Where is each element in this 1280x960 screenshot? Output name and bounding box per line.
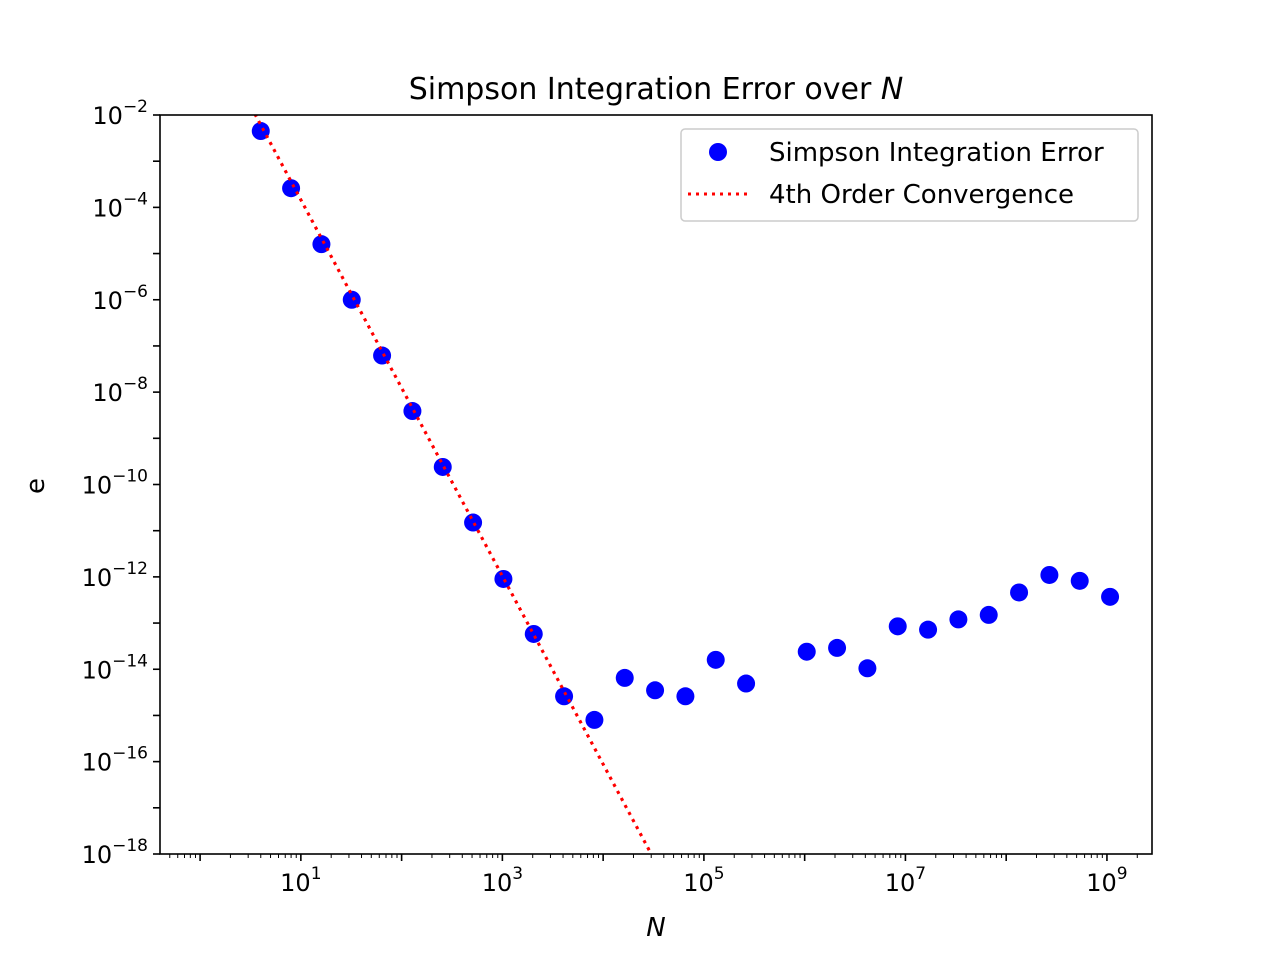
x-tick-label: 103	[482, 864, 523, 897]
y-tick-label: 10−16	[82, 744, 148, 777]
data-point	[1070, 571, 1089, 590]
data-point	[555, 687, 574, 706]
data-point	[858, 659, 877, 678]
data-point	[646, 681, 665, 700]
plot-area	[159, 114, 1153, 855]
data-point	[464, 513, 483, 532]
legend-label-simpson: Simpson Integration Error	[769, 138, 1104, 168]
y-tick-label: 10−4	[92, 189, 148, 222]
x-tick-label: 101	[280, 864, 321, 897]
data-point	[342, 290, 361, 309]
legend-label-convergence: 4th Order Convergence	[769, 180, 1074, 210]
data-point	[615, 668, 634, 687]
data-point	[706, 650, 725, 669]
y-tick-label: 10−10	[82, 467, 148, 500]
data-point	[524, 624, 543, 643]
data-point	[282, 179, 301, 198]
data-point	[494, 569, 513, 588]
data-point	[737, 674, 756, 693]
x-tick-label: 105	[683, 864, 724, 897]
data-point	[828, 638, 847, 657]
y-tick-label: 10−12	[82, 559, 148, 592]
data-point	[979, 605, 998, 624]
data-point	[1010, 583, 1029, 602]
data-point	[797, 642, 816, 661]
data-point	[1040, 565, 1059, 584]
data-point	[373, 346, 392, 365]
y-tick-label: 10−8	[92, 374, 148, 407]
y-tick-label: 10−2	[92, 97, 148, 130]
y-axis-label: e	[21, 478, 51, 494]
legend-box	[680, 128, 1139, 222]
data-point	[1101, 587, 1120, 606]
x-axis: 101 103 105 107 109	[169, 854, 1138, 897]
y-tick-label: 10−18	[82, 836, 148, 869]
legend: Simpson Integration Error 4th Order Conve…	[680, 128, 1139, 222]
data-point	[676, 687, 695, 706]
legend-marker-simpson	[709, 143, 727, 161]
series-simpson-integration-error	[251, 122, 1120, 729]
y-tick-label: 10−14	[82, 651, 148, 684]
data-point	[919, 620, 938, 639]
chart-title: Simpson Integration Error over N	[409, 72, 904, 107]
data-point	[585, 710, 604, 729]
y-tick-label: 10−6	[92, 282, 148, 315]
data-point	[251, 122, 270, 141]
data-point	[949, 610, 968, 629]
data-point	[888, 617, 907, 636]
x-tick-label: 109	[1086, 864, 1127, 897]
x-axis-label: N	[646, 913, 665, 943]
data-point	[433, 457, 452, 476]
x-tick-label: 107	[885, 864, 926, 897]
y-axis: 10−2 10−4 10−6 10−8 10−10 10−12 10−14 10−16 10−1…	[82, 97, 160, 869]
